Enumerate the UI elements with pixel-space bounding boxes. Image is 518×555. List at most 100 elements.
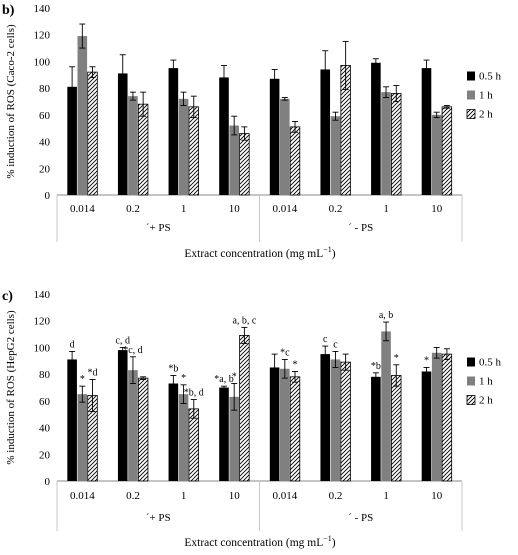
bar-2h <box>188 106 199 196</box>
x-tick-label: 1 <box>383 203 389 215</box>
bar-1h <box>431 352 442 481</box>
bar-1h <box>431 114 442 195</box>
legend-swatch <box>466 109 476 119</box>
x-tick-label: 10 <box>229 490 241 502</box>
x-axis-label-close: ) <box>332 537 336 549</box>
significance-label: c <box>333 339 338 350</box>
x-axis-label-superscript: −1 <box>323 245 332 254</box>
legend-label: 0.5 h <box>479 71 502 83</box>
x-tick-label: 10 <box>431 490 443 502</box>
legend-swatch <box>467 357 475 367</box>
legend-label: 2 h <box>479 109 493 121</box>
significance-label: a, b <box>379 310 393 321</box>
x-axis-label-main: Extract concentration (mg mL <box>184 537 323 549</box>
x-tick-label: 10 <box>229 203 241 215</box>
y-axis-label: % induction of ROS (Caco-2 cells) <box>5 24 17 179</box>
bar-2h <box>239 335 250 482</box>
bar-2h <box>391 375 402 482</box>
y-tick-label: 20 <box>39 449 51 461</box>
y-tick-label: 100 <box>34 342 51 354</box>
bar-05h <box>219 387 229 481</box>
significance-label: *c <box>280 347 290 358</box>
bar-05h <box>117 73 128 195</box>
y-tick-label: 40 <box>39 137 51 149</box>
bar-1h <box>178 98 189 195</box>
bar-05h <box>219 77 229 195</box>
significance-label: *b <box>371 361 381 372</box>
y-tick-label: 120 <box>34 30 51 42</box>
x-tick-label: 0.2 <box>329 203 343 215</box>
x-tick-label: 0.2 <box>329 490 343 502</box>
bar-1h <box>77 36 88 195</box>
bar-2h <box>239 133 250 196</box>
bar-05h <box>117 350 128 481</box>
bar-05h <box>421 68 432 195</box>
bar-2h <box>137 377 149 482</box>
bar-05h <box>168 383 179 481</box>
x-tick-label: 10 <box>431 203 443 215</box>
y-tick-label: 60 <box>39 110 51 122</box>
significance-label: *b <box>168 363 178 374</box>
y-axis-label: % induction of ROS (HepG2 cells) <box>5 310 17 465</box>
panel-label: b) <box>2 3 15 18</box>
bar-1h <box>381 92 391 195</box>
legend-label: 2 h <box>479 395 493 407</box>
x-axis-label-superscript: −1 <box>323 534 332 543</box>
legend-swatch <box>466 395 476 405</box>
bar-05h <box>320 69 331 195</box>
bar-05h <box>67 359 77 481</box>
bar-1h <box>128 96 138 195</box>
group-label: ´ - PS <box>348 512 373 524</box>
x-axis-label-close: ) <box>332 248 336 260</box>
significance-label: *c, d <box>123 345 142 356</box>
legend-label: 1 h <box>479 90 493 102</box>
chart-panel-caco2: b) 0 20 40 60 80 100 120 140 % induction of ROS (… <box>2 3 502 260</box>
y-tick-label: 80 <box>39 369 51 381</box>
significance-label: c, d <box>116 335 130 346</box>
significance-label: * <box>181 373 186 384</box>
bar-05h <box>67 86 77 195</box>
significance-label: * <box>80 374 85 385</box>
bar-1h <box>330 116 341 195</box>
significance-label: *a, b <box>214 374 233 385</box>
significance-label: * <box>424 355 429 366</box>
bar-05h <box>168 68 179 195</box>
x-tick-label: 0.2 <box>126 203 140 215</box>
bar-2h <box>441 106 453 196</box>
legend-swatch <box>467 71 475 81</box>
bar-1h <box>229 396 239 481</box>
bar-1h <box>280 98 290 195</box>
significance-label: *d <box>88 367 98 378</box>
y-tick-label: 80 <box>39 83 51 95</box>
x-tick-label: 0.014 <box>70 490 95 502</box>
y-tick-label: 120 <box>34 316 51 328</box>
significance-label: d <box>70 339 75 350</box>
x-tick-label: 0.2 <box>126 490 140 502</box>
significance-label: * <box>232 371 237 382</box>
legend-swatch <box>467 90 475 100</box>
bar-2h <box>289 376 301 482</box>
group-label: ´+ PS <box>146 512 171 524</box>
y-tick-label: 0 <box>45 476 51 488</box>
bar-05h <box>320 354 331 481</box>
x-tick-label: 1 <box>181 490 187 502</box>
y-tick-label: 60 <box>39 396 51 408</box>
chart-panel-hepg2: c) 0 20 40 60 80 100 120 140 % induction of ROS (… <box>2 289 502 549</box>
legend-label: 1 h <box>479 376 493 388</box>
bar-2h <box>137 103 149 196</box>
legend-label: 0.5 h <box>479 357 502 369</box>
significance-label: * <box>394 353 399 364</box>
bar-05h <box>371 376 381 481</box>
bar-1h <box>330 359 341 481</box>
y-tick-label: 140 <box>34 3 51 15</box>
bar-1h <box>178 394 189 481</box>
x-tick-label: 1 <box>181 203 187 215</box>
bar-2h <box>391 93 402 196</box>
y-tick-label: 20 <box>39 163 51 175</box>
y-tick-label: 40 <box>39 423 51 435</box>
significance-label: *b, d <box>184 388 204 399</box>
significance-label: * <box>293 359 298 370</box>
panel-label: c) <box>2 289 13 304</box>
bar-05h <box>269 78 280 195</box>
